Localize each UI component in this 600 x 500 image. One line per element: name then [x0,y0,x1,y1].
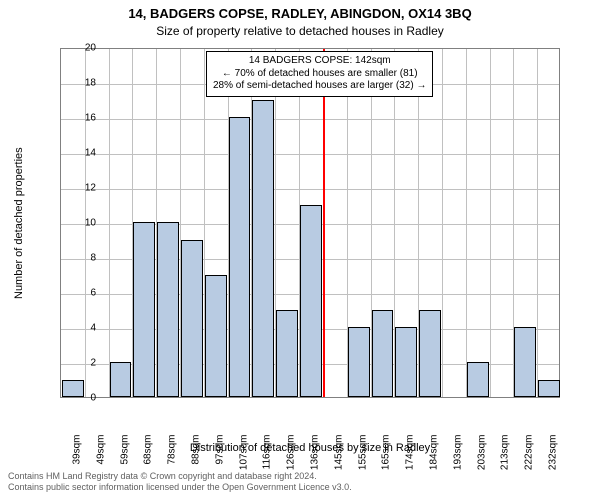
x-tick-label: 107sqm [238,435,249,471]
x-tick-label: 174sqm [405,435,416,471]
x-tick-label: 232sqm [548,435,559,471]
histogram-bar [419,310,441,398]
histogram-bar [252,100,274,398]
histogram-bar [514,327,536,397]
chart-subtitle: Size of property relative to detached ho… [0,24,600,38]
histogram-bar [538,380,560,398]
gridline-h [61,189,559,190]
x-tick-label: 136sqm [310,435,321,471]
plot-area: 14 BADGERS COPSE: 142sqm← 70% of detache… [60,48,560,398]
x-tick-label: 213sqm [500,435,511,471]
x-tick-label: 59sqm [119,435,130,465]
y-tick-label: 8 [66,253,96,264]
gridline-v [490,49,491,397]
x-tick-label: 222sqm [524,435,535,471]
y-tick-label: 4 [66,323,96,334]
histogram-bar [348,327,370,397]
y-tick-label: 2 [66,358,96,369]
histogram-bar [229,117,251,397]
footer: Contains HM Land Registry data © Crown c… [8,471,352,494]
x-tick-label: 78sqm [167,435,178,465]
footer-line-1: Contains HM Land Registry data © Crown c… [8,471,352,483]
y-tick-label: 10 [66,218,96,229]
x-tick-label: 203sqm [476,435,487,471]
callout-box: 14 BADGERS COPSE: 142sqm← 70% of detache… [206,51,433,97]
y-tick-label: 20 [66,43,96,54]
x-tick-label: 68sqm [143,435,154,465]
y-tick-label: 0 [66,393,96,404]
histogram-bar [110,362,132,397]
y-tick-label: 16 [66,113,96,124]
histogram-bar [181,240,203,398]
histogram-bar [395,327,417,397]
histogram-bar [276,310,298,398]
y-tick-label: 14 [66,148,96,159]
x-tick-label: 116sqm [262,435,273,470]
y-tick-label: 6 [66,288,96,299]
y-tick-label: 12 [66,183,96,194]
callout-line-3: 28% of semi-detached houses are larger (… [213,80,426,93]
histogram-bar [467,362,489,397]
x-tick-label: 126sqm [286,435,297,471]
gridline-h [61,154,559,155]
x-tick-label: 184sqm [429,435,440,471]
histogram-bar [205,275,227,398]
x-tick-label: 97sqm [214,435,225,465]
gridline-v [466,49,467,397]
x-tick-label: 145sqm [333,435,344,471]
callout-line-2: ← 70% of detached houses are smaller (81… [213,68,426,81]
gridline-v [109,49,110,397]
histogram-chart: 14, BADGERS COPSE, RADLEY, ABINGDON, OX1… [0,0,600,500]
x-tick-label: 39sqm [71,435,82,465]
footer-line-2: Contains public sector information licen… [8,482,352,494]
y-axis-label: Number of detached properties [12,48,26,398]
y-tick-label: 18 [66,78,96,89]
callout-line-1: 14 BADGERS COPSE: 142sqm [213,55,426,68]
gridline-v [537,49,538,397]
gridline-h [61,119,559,120]
gridline-v [442,49,443,397]
histogram-bar [372,310,394,398]
histogram-bar [133,222,155,397]
x-tick-label: 155sqm [357,435,368,471]
histogram-bar [300,205,322,398]
x-tick-label: 193sqm [452,435,463,471]
chart-title: 14, BADGERS COPSE, RADLEY, ABINGDON, OX1… [0,6,600,21]
x-tick-label: 49sqm [95,435,106,465]
x-tick-label: 165sqm [381,435,392,471]
x-tick-label: 88sqm [190,435,201,465]
property-marker-line [323,49,325,397]
histogram-bar [157,222,179,397]
